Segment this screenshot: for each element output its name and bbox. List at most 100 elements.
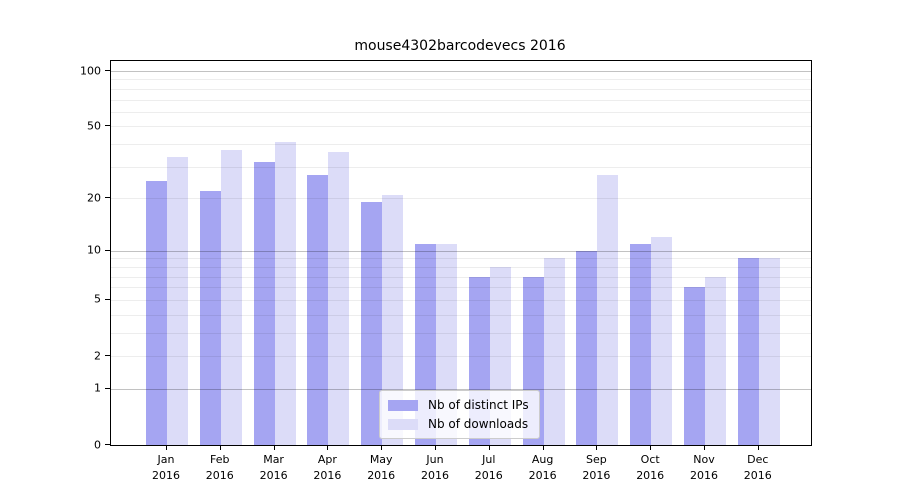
y-tick-label-5: 5 bbox=[94, 292, 101, 306]
y-tick-mark-0 bbox=[105, 444, 110, 445]
x-tick-label-year: 2016 bbox=[690, 468, 718, 482]
gridline-minor-20 bbox=[111, 198, 811, 200]
legend-item-distinct-ips: Nb of distinct IPs bbox=[388, 398, 529, 412]
x-tick-mark-oct bbox=[650, 445, 652, 450]
gridline-minor-80 bbox=[111, 88, 811, 90]
x-tick-label-year: 2016 bbox=[743, 468, 772, 482]
bar-distinct-ips-dec bbox=[737, 258, 759, 445]
x-tick-label-apr: Apr 2016 bbox=[300, 452, 354, 484]
x-tick-label-may: May 2016 bbox=[354, 452, 408, 484]
x-tick-label-year: 2016 bbox=[313, 468, 342, 482]
y-tick-label-1: 1 bbox=[94, 381, 101, 395]
x-tick-label-jul: Jul 2016 bbox=[462, 452, 516, 484]
x-tick-label-year: 2016 bbox=[259, 468, 288, 482]
x-tick-mark-jan bbox=[166, 445, 167, 450]
gridline-major-1 bbox=[111, 388, 811, 390]
x-tick-label-year: 2016 bbox=[367, 468, 396, 482]
gridline-minor-9 bbox=[111, 258, 811, 260]
x-tick-label-jan: Jan 2016 bbox=[139, 452, 193, 484]
y-tick-label-2: 2 bbox=[94, 349, 101, 362]
legend-swatch-downloads bbox=[388, 418, 418, 430]
x-tick-mark-dec bbox=[757, 445, 759, 450]
x-tick-mark-apr bbox=[327, 445, 329, 450]
gridline-minor-40 bbox=[111, 144, 811, 146]
y-tick-mark-5 bbox=[105, 298, 110, 300]
legend-swatch-distinct-ips bbox=[388, 399, 418, 411]
gridline-minor-50 bbox=[111, 126, 811, 128]
x-tick-label-jun: Jun 2016 bbox=[408, 452, 462, 484]
x-tick-label-oct: Oct 2016 bbox=[623, 452, 677, 484]
chart-title: mouse4302barcodevecs 2016 bbox=[354, 38, 566, 54]
gridline-major-100 bbox=[111, 71, 811, 72]
x-tick-label-aug: Aug 2016 bbox=[516, 452, 570, 484]
x-tick-label-year: 2016 bbox=[152, 468, 180, 482]
gridline-minor-3 bbox=[111, 332, 811, 334]
bar-distinct-ips-feb bbox=[199, 190, 221, 445]
gridline-major-10 bbox=[111, 250, 811, 252]
x-tick-label-year: 2016 bbox=[474, 468, 503, 482]
gridline-minor-5 bbox=[111, 299, 811, 301]
bar-distinct-ips-may bbox=[361, 202, 383, 445]
x-tick-label-dec: Dec 2016 bbox=[731, 452, 785, 484]
gridline-minor-7 bbox=[111, 276, 811, 278]
y-tick-label-10: 10 bbox=[87, 243, 101, 257]
bar-downloads-feb bbox=[220, 150, 242, 445]
y-tick-label-100: 100 bbox=[80, 64, 101, 77]
x-tick-label-year: 2016 bbox=[528, 468, 557, 482]
bar-distinct-ips-mar bbox=[253, 161, 275, 445]
y-tick-label-20: 20 bbox=[87, 191, 101, 205]
x-tick-label-sep: Sep 2016 bbox=[569, 452, 623, 484]
legend-item-downloads: Nb of downloads bbox=[388, 417, 529, 431]
bar-downloads-aug bbox=[543, 258, 565, 445]
bar-distinct-ips-nov bbox=[684, 287, 705, 445]
y-tick-mark-50 bbox=[105, 125, 110, 127]
gridline-minor-90 bbox=[111, 79, 811, 81]
x-tick-mark-sep bbox=[596, 445, 598, 450]
x-tick-label-mar: Mar 2016 bbox=[247, 452, 301, 484]
bar-downloads-nov bbox=[705, 276, 726, 445]
x-tick-mark-aug bbox=[542, 445, 544, 450]
gridline-minor-30 bbox=[111, 166, 811, 168]
legend: Nb of distinct IPs Nb of downloads bbox=[379, 390, 540, 439]
legend-label-downloads: Nb of downloads bbox=[428, 417, 529, 431]
bar-downloads-mar bbox=[274, 142, 296, 445]
x-tick-mark-jul bbox=[488, 445, 490, 450]
y-tick-label-0: 0 bbox=[94, 438, 101, 451]
x-tick-mark-feb bbox=[219, 445, 221, 450]
gridline-minor-4 bbox=[111, 314, 811, 316]
bar-downloads-sep bbox=[597, 175, 619, 445]
bar-distinct-ips-jan bbox=[146, 181, 167, 445]
x-tick-label-year: 2016 bbox=[582, 468, 611, 482]
bar-downloads-dec bbox=[758, 258, 780, 445]
y-tick-mark-2 bbox=[105, 355, 110, 356]
x-tick-mark-may bbox=[381, 445, 383, 450]
y-tick-mark-20 bbox=[105, 197, 110, 199]
x-tick-mark-mar bbox=[273, 445, 275, 450]
bar-downloads-apr bbox=[328, 152, 350, 445]
bar-downloads-oct bbox=[651, 237, 673, 445]
gridline-minor-70 bbox=[111, 99, 811, 101]
x-tick-mark-jun bbox=[435, 445, 436, 450]
gridline-minor-2 bbox=[111, 356, 811, 357]
y-tick-mark-100 bbox=[105, 70, 110, 71]
legend-label-distinct-ips: Nb of distinct IPs bbox=[428, 398, 529, 412]
y-tick-mark-10 bbox=[105, 249, 110, 251]
y-tick-mark-1 bbox=[105, 387, 110, 389]
bar-downloads-may bbox=[382, 194, 404, 445]
x-tick-label-nov: Nov 2016 bbox=[677, 452, 731, 484]
bar-distinct-ips-apr bbox=[307, 175, 329, 445]
plot-area bbox=[110, 60, 812, 446]
bar-downloads-jan bbox=[167, 156, 188, 445]
x-tick-label-feb: Feb 2016 bbox=[193, 452, 247, 484]
x-tick-mark-nov bbox=[704, 445, 705, 450]
x-tick-label-year: 2016 bbox=[421, 468, 449, 482]
bar-distinct-ips-oct bbox=[630, 243, 652, 445]
bar-distinct-ips-sep bbox=[576, 250, 598, 445]
gridline-minor-60 bbox=[111, 111, 811, 113]
gridline-minor-8 bbox=[111, 266, 811, 268]
y-tick-label-50: 50 bbox=[87, 119, 101, 133]
gridline-minor-6 bbox=[111, 287, 811, 289]
x-tick-label-year: 2016 bbox=[636, 468, 665, 482]
x-tick-label-year: 2016 bbox=[205, 468, 234, 482]
